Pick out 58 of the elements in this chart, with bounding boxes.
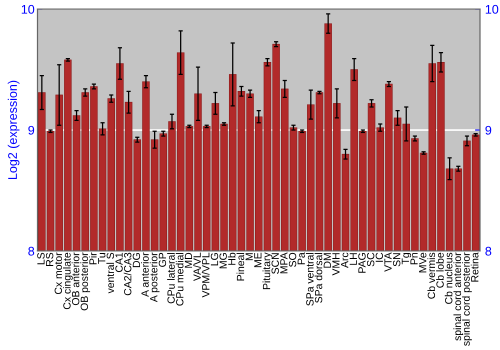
y-axis-title: Log2 (expression): [8, 80, 20, 180]
x-tick-label: spinal cord anterior: [453, 252, 464, 341]
x-tick-label: Tg: [402, 253, 412, 264]
x-tick-label: DG: [132, 253, 140, 268]
x-tick-label: MVe: [419, 252, 426, 272]
y-tick-label: 8: [28, 246, 34, 256]
x-tick-label: MG: [219, 253, 227, 268]
x-tick-label: Cx cingulate: [63, 252, 73, 310]
x-tick-label: Pituitary: [262, 252, 272, 290]
y2-tick-label: 8: [485, 246, 492, 256]
y2-tick-label: 9: [485, 126, 492, 135]
x-tick-label: RS: [46, 252, 54, 266]
x-tick-label: SPa dorsal: [314, 253, 322, 303]
x-tick-label: Pn: [410, 253, 418, 264]
x-tick-label: A posterior: [150, 252, 160, 302]
x-tick-label: Cb lobe: [436, 252, 444, 288]
x-tick-label: VA/VL: [193, 252, 201, 282]
x-tick-label: SC: [366, 252, 374, 266]
x-tick-label: CPu lateral: [167, 253, 175, 304]
x-tick-label: ventral S: [106, 252, 114, 294]
x-tick-label: ME: [254, 252, 262, 268]
x-tick-label: SCN: [272, 253, 279, 274]
x-tick-label: Cb nucleus: [444, 252, 452, 304]
x-tick-label: Retina: [470, 252, 478, 282]
y-tick-label: 9: [28, 126, 34, 135]
x-tick-label: Hb: [228, 252, 236, 265]
x-tick-label: Pir: [89, 252, 97, 264]
x-tick-label: Cx motor: [54, 252, 62, 294]
x-tick-label: LH: [350, 253, 357, 265]
x-tick-label: VMH: [332, 253, 340, 276]
x-tick-label: OB posterior: [80, 252, 90, 310]
x-tick-label: SPa ventral: [306, 253, 314, 306]
x-tick-label: MD: [184, 252, 192, 268]
x-tick-label: A anterior: [141, 252, 149, 297]
x-tick-label: SN: [392, 253, 400, 266]
x-tick-label: CA1: [115, 252, 123, 272]
x-tick-label: LS: [37, 252, 45, 264]
y-tick-label: 10: [22, 4, 34, 14]
x-tick-label: Arc: [341, 252, 348, 268]
x-tick-label: PAG: [358, 253, 366, 273]
x-tick-label: IC: [376, 252, 384, 262]
x-tick-label: CA2/CA3: [124, 252, 132, 296]
x-tick-label: VTA: [384, 252, 392, 272]
x-tick-label: SO: [288, 252, 296, 267]
x-tick-label: MPA: [280, 252, 288, 274]
x-tick-label: CPu medial: [176, 253, 184, 306]
x-tick-label: Pineal: [236, 253, 244, 280]
x-tick-label: LG: [210, 253, 218, 266]
x-tick-label: GP: [158, 252, 166, 267]
y2-tick-label: 10: [486, 4, 498, 14]
x-tick-label: M: [246, 253, 253, 260]
x-tick-label: Tu: [98, 253, 106, 264]
x-tick-label: Pa: [298, 252, 305, 264]
x-tick-label: Cb vermis: [427, 252, 436, 299]
x-tick-label: spinal cord posterior: [462, 252, 472, 346]
x-tick-label: DM: [324, 253, 331, 268]
x-tick-label: OB anterior: [72, 252, 80, 306]
x-tick-label: VPM/VPL: [202, 252, 210, 298]
